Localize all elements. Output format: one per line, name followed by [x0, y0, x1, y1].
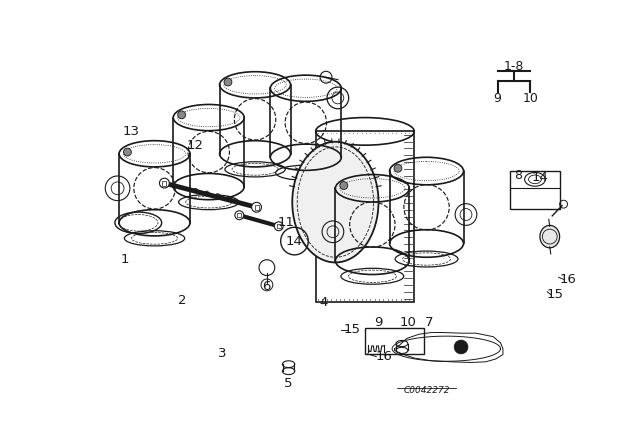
- Circle shape: [159, 178, 170, 188]
- Circle shape: [252, 202, 262, 212]
- Text: 10: 10: [399, 316, 416, 329]
- Text: C0042272: C0042272: [403, 386, 450, 395]
- Text: 15: 15: [546, 288, 563, 301]
- Circle shape: [340, 181, 348, 190]
- Circle shape: [235, 211, 244, 220]
- Bar: [317, 134, 411, 299]
- Circle shape: [275, 222, 283, 231]
- Ellipse shape: [292, 142, 378, 263]
- Text: 4: 4: [319, 296, 327, 309]
- Circle shape: [178, 111, 186, 119]
- Bar: [365, 328, 424, 354]
- Text: 14: 14: [286, 235, 303, 248]
- Text: 11: 11: [278, 216, 294, 229]
- Text: 16: 16: [375, 350, 392, 363]
- Text: 9: 9: [374, 316, 383, 329]
- Text: 6: 6: [262, 280, 271, 293]
- Bar: [255, 205, 259, 210]
- Text: 8: 8: [515, 169, 522, 182]
- Bar: [276, 224, 281, 228]
- Text: 1-8: 1-8: [504, 60, 524, 73]
- Text: 2: 2: [179, 294, 187, 307]
- Text: 13: 13: [122, 125, 140, 138]
- Circle shape: [454, 340, 468, 354]
- Bar: [510, 171, 559, 209]
- Text: 5: 5: [284, 377, 293, 390]
- Text: 3: 3: [218, 347, 227, 360]
- Bar: [163, 181, 166, 185]
- Text: 7: 7: [425, 316, 433, 329]
- Text: 1: 1: [121, 253, 129, 266]
- Text: 12: 12: [186, 139, 204, 152]
- Text: 14: 14: [531, 171, 548, 184]
- Circle shape: [124, 148, 131, 156]
- Ellipse shape: [540, 225, 559, 248]
- Circle shape: [224, 78, 232, 86]
- Bar: [237, 213, 241, 217]
- Circle shape: [394, 164, 402, 172]
- Text: 15: 15: [343, 323, 360, 336]
- Text: 16: 16: [560, 273, 577, 286]
- Text: 10: 10: [523, 92, 539, 105]
- Bar: [316, 131, 414, 302]
- Text: 9: 9: [493, 92, 501, 105]
